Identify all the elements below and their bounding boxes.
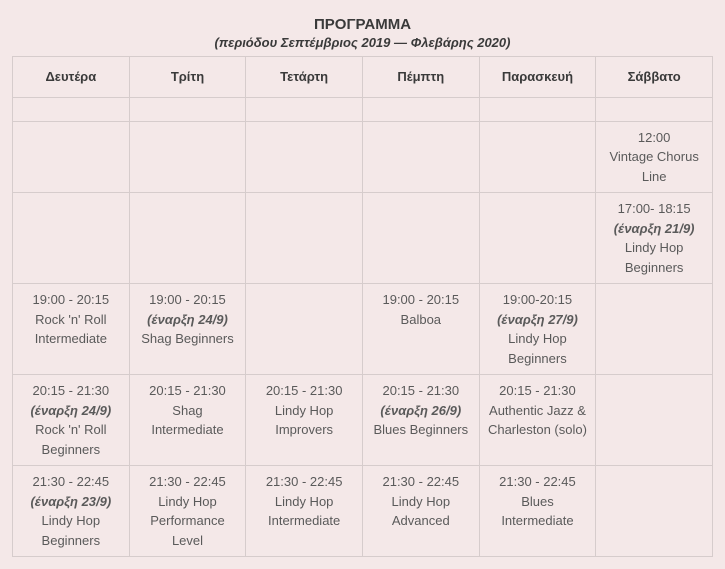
class-name: Balboa xyxy=(371,310,471,330)
schedule-title: ΠΡΟΓΡΑΜΜΑ xyxy=(12,16,713,33)
schedule-cell xyxy=(13,193,130,284)
class-time: 20:15 - 21:30 xyxy=(138,381,238,401)
header-row: Δευτέρα Τρίτη Τετάρτη Πέμπτη Παρασκευή Σ… xyxy=(13,57,713,98)
table-row xyxy=(13,97,713,121)
col-header: Τρίτη xyxy=(129,57,246,98)
class-name: Lindy Hop Advanced xyxy=(371,492,471,531)
schedule-cell: 21:30 - 22:45Blues Intermediate xyxy=(479,466,596,557)
class-time: 19:00 - 20:15 xyxy=(21,290,121,310)
class-time: 19:00-20:15 xyxy=(488,290,588,310)
class-time: 21:30 - 22:45 xyxy=(254,472,354,492)
class-name: Lindy Hop Intermediate xyxy=(254,492,354,531)
table-row: 12:00Vintage Chorus Line xyxy=(13,121,713,193)
schedule-cell xyxy=(479,193,596,284)
schedule-cell xyxy=(362,97,479,121)
class-name: Rock 'n' Roll Intermediate xyxy=(21,310,121,349)
class-name: Authentic Jazz & Charleston (solo) xyxy=(488,401,588,440)
class-time: 21:30 - 22:45 xyxy=(488,472,588,492)
table-row: 20:15 - 21:30(έναρξη 24/9)Rock 'n' Roll … xyxy=(13,375,713,466)
schedule-cell xyxy=(479,121,596,193)
schedule-cell: 20:15 - 21:30Lindy Hop Improvers xyxy=(246,375,363,466)
class-start-note: (έναρξη 21/9) xyxy=(604,219,704,239)
col-header: Σάββατο xyxy=(596,57,713,98)
class-time: 21:30 - 22:45 xyxy=(371,472,471,492)
class-name: Blues Beginners xyxy=(371,420,471,440)
class-name: Lindy Hop Beginners xyxy=(21,511,121,550)
schedule-cell xyxy=(596,97,713,121)
col-header: Δευτέρα xyxy=(13,57,130,98)
schedule-cell xyxy=(13,97,130,121)
class-time: 20:15 - 21:30 xyxy=(371,381,471,401)
class-time: 20:15 - 21:30 xyxy=(254,381,354,401)
class-name: Shag Intermediate xyxy=(138,401,238,440)
schedule-cell xyxy=(596,375,713,466)
class-name: Blues Intermediate xyxy=(488,492,588,531)
class-start-note: (έναρξη 27/9) xyxy=(488,310,588,330)
schedule-cell: 19:00 - 20:15Balboa xyxy=(362,284,479,375)
table-row: 21:30 - 22:45(έναρξη 23/9)Lindy Hop Begi… xyxy=(13,466,713,557)
schedule-cell xyxy=(246,97,363,121)
class-name: Lindy Hop Performance Level xyxy=(138,492,238,551)
schedule-cell xyxy=(362,193,479,284)
schedule-cell: 20:15 - 21:30Authentic Jazz & Charleston… xyxy=(479,375,596,466)
class-name: Lindy Hop Improvers xyxy=(254,401,354,440)
schedule-body: 12:00Vintage Chorus Line17:00- 18:15(ένα… xyxy=(13,97,713,557)
schedule-cell xyxy=(596,284,713,375)
schedule-cell xyxy=(246,193,363,284)
schedule-cell: 20:15 - 21:30(έναρξη 24/9)Rock 'n' Roll … xyxy=(13,375,130,466)
schedule-cell: 20:15 - 21:30(έναρξη 26/9)Blues Beginner… xyxy=(362,375,479,466)
schedule-cell xyxy=(129,193,246,284)
class-time: 20:15 - 21:30 xyxy=(21,381,121,401)
class-start-note: (έναρξη 24/9) xyxy=(21,401,121,421)
class-time: 19:00 - 20:15 xyxy=(371,290,471,310)
schedule-cell xyxy=(479,97,596,121)
schedule-cell xyxy=(596,466,713,557)
schedule-cell xyxy=(13,121,130,193)
schedule-cell: 19:00 - 20:15Rock 'n' Roll Intermediate xyxy=(13,284,130,375)
schedule-cell: 21:30 - 22:45Lindy Hop Intermediate xyxy=(246,466,363,557)
class-time: 21:30 - 22:45 xyxy=(21,472,121,492)
class-time: 21:30 - 22:45 xyxy=(138,472,238,492)
schedule-cell xyxy=(362,121,479,193)
class-start-note: (έναρξη 26/9) xyxy=(371,401,471,421)
schedule-cell: 19:00 - 20:15(έναρξη 24/9)Shag Beginners xyxy=(129,284,246,375)
col-header: Τετάρτη xyxy=(246,57,363,98)
schedule-cell: 17:00- 18:15(έναρξη 21/9)Lindy Hop Begin… xyxy=(596,193,713,284)
schedule-cell xyxy=(246,121,363,193)
schedule-cell: 21:30 - 22:45Lindy Hop Advanced xyxy=(362,466,479,557)
table-row: 19:00 - 20:15Rock 'n' Roll Intermediate1… xyxy=(13,284,713,375)
schedule-subtitle: (περιόδου Σεπτέμβριος 2019 — Φλεβάρης 20… xyxy=(12,35,713,50)
schedule-cell: 21:30 - 22:45Lindy Hop Performance Level xyxy=(129,466,246,557)
class-name: Rock 'n' Roll Beginners xyxy=(21,420,121,459)
schedule-cell: 12:00Vintage Chorus Line xyxy=(596,121,713,193)
class-name: Lindy Hop Beginners xyxy=(604,238,704,277)
schedule-cell xyxy=(129,121,246,193)
schedule-table: Δευτέρα Τρίτη Τετάρτη Πέμπτη Παρασκευή Σ… xyxy=(12,56,713,557)
col-header: Πέμπτη xyxy=(362,57,479,98)
schedule-cell: 21:30 - 22:45(έναρξη 23/9)Lindy Hop Begi… xyxy=(13,466,130,557)
class-start-note: (έναρξη 24/9) xyxy=(138,310,238,330)
class-name: Lindy Hop Beginners xyxy=(488,329,588,368)
schedule-cell xyxy=(246,284,363,375)
class-time: 20:15 - 21:30 xyxy=(488,381,588,401)
col-header: Παρασκευή xyxy=(479,57,596,98)
schedule-cell: 20:15 - 21:30Shag Intermediate xyxy=(129,375,246,466)
class-name: Vintage Chorus Line xyxy=(604,147,704,186)
class-name: Shag Beginners xyxy=(138,329,238,349)
class-time: 17:00- 18:15 xyxy=(604,199,704,219)
class-start-note: (έναρξη 23/9) xyxy=(21,492,121,512)
schedule-cell: 19:00-20:15(έναρξη 27/9)Lindy Hop Beginn… xyxy=(479,284,596,375)
table-row: 17:00- 18:15(έναρξη 21/9)Lindy Hop Begin… xyxy=(13,193,713,284)
class-time: 19:00 - 20:15 xyxy=(138,290,238,310)
class-time: 12:00 xyxy=(604,128,704,148)
schedule-cell xyxy=(129,97,246,121)
